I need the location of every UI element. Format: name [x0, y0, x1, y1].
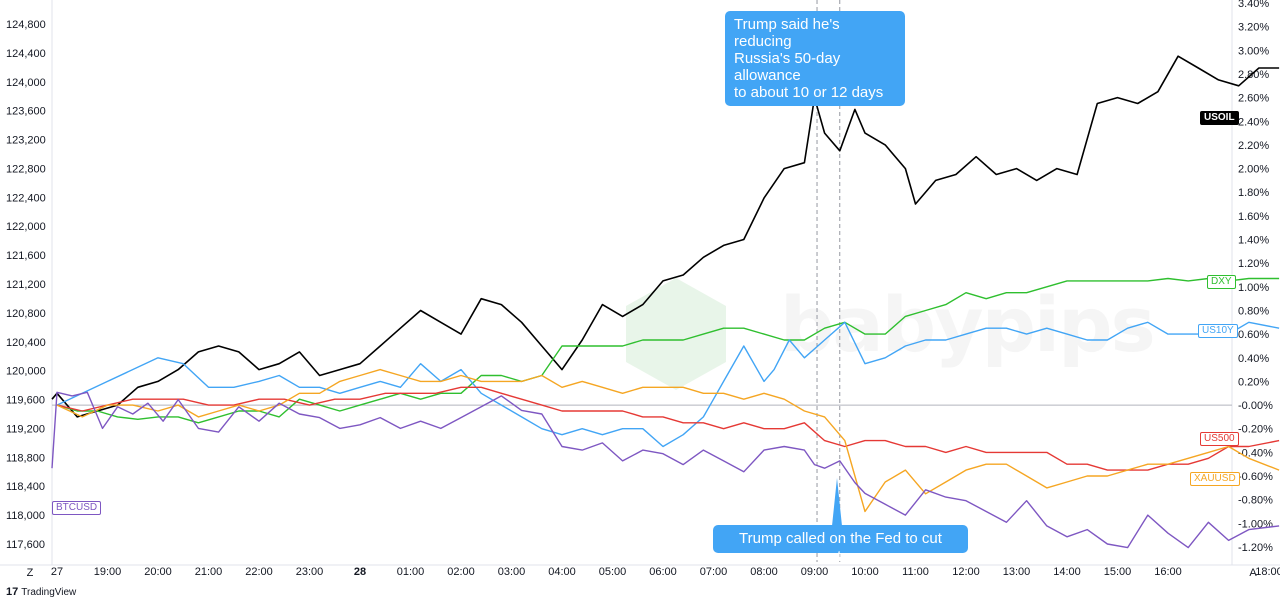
x-axis-tick: 27 — [51, 566, 63, 578]
tradingview-brand: TradingView — [21, 586, 77, 598]
right-axis-tick: 0.80% — [1238, 305, 1269, 317]
left-axis-tick: 124,000 — [6, 77, 46, 89]
x-axis-tick: 02:00 — [447, 566, 475, 578]
x-axis-tick: 22:00 — [245, 566, 273, 578]
callout-fed-pointer — [832, 478, 842, 526]
left-axis-tick: 124,400 — [6, 48, 46, 60]
x-axis-tick: 23:00 — [296, 566, 324, 578]
series-label-us10y: US10Y — [1198, 324, 1238, 338]
series-line-usoil — [51, 55, 1280, 418]
right-axis-tick: 2.60% — [1238, 93, 1269, 105]
right-axis-tick: 1.00% — [1238, 282, 1269, 294]
series-line-btcusd — [51, 391, 1280, 549]
x-axis-tick: 06:00 — [649, 566, 677, 578]
right-axis-tick: -1.20% — [1238, 542, 1273, 554]
left-axis-tick: 118,000 — [6, 510, 45, 522]
x-axis-tick: 19:00 — [94, 566, 122, 578]
right-axis-tick: 3.20% — [1238, 22, 1269, 34]
left-axis-tick: 122,800 — [6, 163, 46, 175]
right-axis-tick: 2.80% — [1238, 69, 1269, 81]
left-axis-tick: 123,200 — [6, 135, 46, 147]
left-axis-tick: 122,400 — [6, 192, 46, 204]
right-axis-tick: -0.00% — [1238, 400, 1273, 412]
x-axis-tick: 13:00 — [1003, 566, 1031, 578]
series-label-btcusd: BTCUSD — [52, 501, 102, 515]
x-axis-tick: 01:00 — [397, 566, 425, 578]
x-axis-tick: 28 — [354, 566, 366, 578]
right-axis-tick: -0.80% — [1238, 495, 1273, 507]
right-axis-tick: 2.20% — [1238, 140, 1269, 152]
series-label-xauusd: XAUUSD — [1190, 472, 1240, 486]
series-label-usoil: USOIL — [1200, 111, 1239, 125]
x-axis-tick: 04:00 — [548, 566, 576, 578]
left-axis-tick: 122,000 — [6, 221, 46, 233]
right-axis-tick: -0.20% — [1238, 424, 1273, 436]
x-axis-tick: 16:00 — [1154, 566, 1182, 578]
right-axis-tick: -0.60% — [1238, 471, 1273, 483]
left-axis-tick: 119,200 — [6, 423, 45, 435]
x-axis-tick: 07:00 — [700, 566, 728, 578]
x-axis-tick: 15:00 — [1104, 566, 1132, 578]
right-axis-tick: 1.40% — [1238, 235, 1269, 247]
series-line-dxy — [56, 277, 1280, 424]
series-line-us500 — [56, 386, 1280, 471]
callout-russia: Trump said he's reducing Russia's 50-day… — [725, 11, 905, 106]
series-line-xauusd — [56, 368, 1280, 513]
right-axis-tick: -0.40% — [1238, 447, 1273, 459]
callout-russia-line2: Russia's 50-day allowance — [734, 50, 841, 84]
x-axis-tick: 18:00 — [1255, 566, 1280, 578]
right-axis-tick: 3.40% — [1238, 0, 1269, 10]
series-line-us10y — [56, 321, 1280, 448]
callout-russia-line1: Trump said he's reducing — [734, 16, 840, 50]
auto-scale-button[interactable]: A — [1249, 567, 1257, 579]
left-axis-tick: 121,600 — [6, 250, 46, 262]
left-axis-tick: 119,600 — [6, 395, 45, 407]
callout-fed-text: Trump called on the Fed to cut rates — [739, 530, 942, 565]
x-axis-tick: 21:00 — [195, 566, 223, 578]
x-axis-tick: 20:00 — [144, 566, 172, 578]
right-axis-tick: 0.40% — [1238, 353, 1269, 365]
timezone-button[interactable]: Z — [27, 567, 34, 579]
left-axis-tick: 124,800 — [6, 19, 46, 31]
left-axis-tick: 120,800 — [6, 308, 46, 320]
series-label-dxy: DXY — [1207, 275, 1236, 289]
right-axis-tick: 2.00% — [1238, 164, 1269, 176]
x-axis-tick: 09:00 — [801, 566, 829, 578]
x-axis-tick: 12:00 — [952, 566, 980, 578]
tradingview-logo[interactable]: 17 TradingView — [6, 586, 76, 598]
left-axis-tick: 118,800 — [6, 452, 45, 464]
right-axis-tick: 2.40% — [1238, 116, 1269, 128]
left-axis-tick: 120,000 — [6, 366, 46, 378]
left-axis-tick: 118,400 — [6, 481, 45, 493]
right-axis-tick: 1.80% — [1238, 187, 1269, 199]
x-axis-tick: 03:00 — [498, 566, 526, 578]
x-axis-tick: 11:00 — [902, 566, 929, 578]
right-axis-tick: 0.60% — [1238, 329, 1269, 341]
left-axis-tick: 123,600 — [6, 106, 46, 118]
x-axis-tick: 08:00 — [750, 566, 778, 578]
right-axis-tick: 0.20% — [1238, 376, 1269, 388]
left-axis-tick: 117,600 — [6, 539, 45, 551]
callout-russia-pointer — [810, 68, 824, 90]
right-axis-tick: 1.20% — [1238, 258, 1269, 270]
tradingview-logo-icon: 17 — [6, 586, 19, 598]
left-axis-tick: 120,400 — [6, 337, 46, 349]
x-axis-tick: 05:00 — [599, 566, 627, 578]
x-axis-tick: 14:00 — [1053, 566, 1081, 578]
callout-fed: Trump called on the Fed to cut rates — [713, 525, 968, 565]
x-axis-tick: 10:00 — [851, 566, 879, 578]
series-label-us500: US500 — [1200, 432, 1239, 446]
right-axis-tick: 3.00% — [1238, 45, 1269, 57]
right-axis-tick: 1.60% — [1238, 211, 1269, 223]
callout-russia-line3: to about 10 or 12 days — [734, 84, 884, 101]
left-axis-tick: 121,200 — [6, 279, 46, 291]
